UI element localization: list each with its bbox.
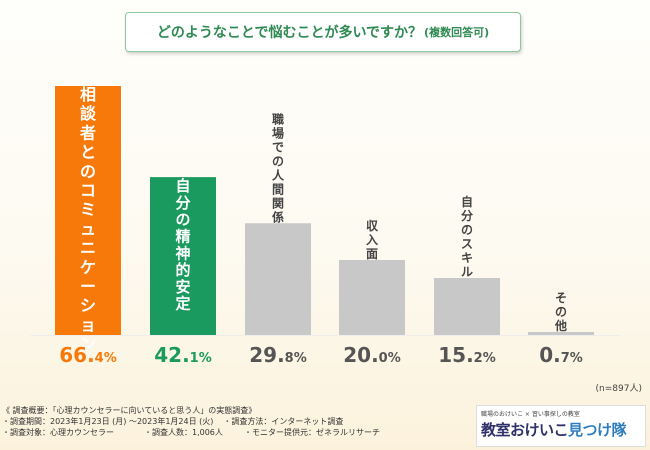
survey-period: 調査期間：2023年1月23日 (月) 〜2023年1月24日 (火) — [10, 417, 214, 426]
survey-summary: 《 調査概要：「心理カウンセラーに向いていると思う人」の実態調査》 ・調査期間：… — [2, 405, 462, 438]
sample-size-note: (n=897人) — [595, 384, 642, 394]
category-label-1: 相談者とのコミュニケーション — [79, 85, 97, 354]
category-label-2: 自分の精神的安定 — [175, 177, 190, 313]
brand-logo: 職場のおけいこ × 習い事探しの教室 教室おけいこ見つけ隊 — [476, 405, 646, 447]
question-subtitle: (複数回答可) — [424, 26, 490, 39]
bar-6 — [528, 332, 594, 335]
survey-count: 調査人数：1,006人 — [152, 428, 223, 437]
question-title: どのようなことで悩むことが多いですか？ — [156, 25, 423, 41]
value-label-5: 15.2% — [438, 343, 496, 367]
category-label-6: その他 — [554, 291, 567, 333]
logo-name: 教室おけいこ見つけ隊 — [481, 419, 627, 440]
category-label-5: 自分のスキル — [461, 194, 473, 279]
logo-tagline: 職場のおけいこ × 習い事探しの教室 — [481, 411, 580, 418]
value-label-3: 29.8% — [249, 343, 307, 367]
value-label-2: 42.1% — [154, 343, 212, 367]
survey-provider: モニター提供元：ゼネラルリサーチ — [252, 428, 380, 437]
survey-row-2: ・調査対象：心理カウンセラー ・調査人数：1,006人 ・モニター提供元：ゼネラ… — [2, 428, 380, 437]
logo-name-part-a: 教室おけいこ — [481, 421, 569, 439]
survey-heading: 《 調査概要：「心理カウンセラーに向いていると思う人」の実態調査》 — [2, 406, 257, 415]
survey-row-1: ・調査期間：2023年1月23日 (月) 〜2023年1月24日 (火) ・調査… — [2, 417, 344, 426]
survey-method: 調査方法：インターネット調査 — [231, 417, 344, 426]
bar-1 — [55, 86, 121, 335]
bar-2 — [150, 177, 216, 335]
value-label-6: 0.7% — [539, 343, 583, 367]
bar-4 — [339, 260, 405, 335]
survey-target: 調査対象：心理カウンセラー — [10, 428, 114, 437]
category-label-4: 収入面 — [366, 219, 379, 261]
logo-name-part-b: 見つけ隊 — [568, 421, 627, 439]
bar-5 — [434, 278, 500, 335]
bar-3 — [245, 223, 311, 335]
value-label-4: 20.0% — [343, 343, 401, 367]
value-label-1: 66.4% — [59, 343, 117, 367]
question-title-box: どのようなことで悩むことが多いですか？ (複数回答可) — [125, 12, 521, 52]
category-label-3: 職場での人間関係 — [272, 111, 285, 224]
